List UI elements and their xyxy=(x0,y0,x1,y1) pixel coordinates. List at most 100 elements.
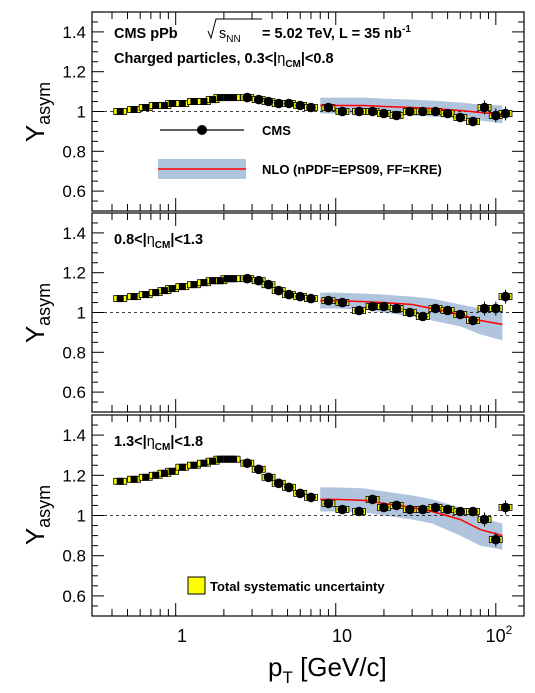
cms-point xyxy=(263,472,274,483)
cms-point xyxy=(479,102,490,113)
cms-point xyxy=(468,116,478,127)
cms-point xyxy=(354,305,364,316)
cms-point xyxy=(323,295,334,306)
cms-point xyxy=(253,275,264,286)
cms-point xyxy=(216,277,224,285)
header-sqrt-s: sNN xyxy=(219,26,241,45)
cms-point xyxy=(468,506,478,517)
cms-point xyxy=(116,477,124,485)
cms-point xyxy=(430,106,441,117)
cms-point xyxy=(223,94,231,102)
cms-point xyxy=(230,94,238,102)
cms-point xyxy=(273,478,284,489)
x-tick-label-1: 1 xyxy=(177,626,187,646)
cms-point xyxy=(455,309,466,320)
cms-point xyxy=(116,108,124,115)
cms-point xyxy=(306,492,316,503)
cms-point xyxy=(168,100,176,107)
cms-point xyxy=(253,464,264,475)
cms-point xyxy=(468,315,478,326)
cms-point xyxy=(323,102,334,113)
cms-point xyxy=(379,301,389,312)
x-tick-label-10: 10 xyxy=(332,626,352,646)
cms-point xyxy=(442,504,453,515)
cms-point xyxy=(216,94,224,102)
y-tick-label: 1.2 xyxy=(62,264,86,283)
cms-point xyxy=(223,275,231,283)
cms-point xyxy=(168,467,176,475)
cms-point xyxy=(491,303,501,314)
cms-point xyxy=(230,275,238,283)
cms-point xyxy=(190,461,198,469)
cms-point xyxy=(337,504,348,515)
cms-point xyxy=(391,110,402,121)
cms-point xyxy=(405,307,415,318)
cms-point xyxy=(367,494,378,505)
cms-point xyxy=(273,98,284,109)
cms-point xyxy=(200,459,208,467)
cms-point xyxy=(391,500,402,511)
cms-point xyxy=(284,289,294,300)
cms-point xyxy=(152,289,160,297)
cms-point xyxy=(430,303,441,314)
cms-point xyxy=(491,534,501,545)
cms-point xyxy=(116,295,124,303)
y-tick-label: 0.8 xyxy=(62,343,86,362)
cms-point xyxy=(263,279,274,290)
cms-point xyxy=(209,96,217,104)
panel-label-top: Charged particles, 0.3<|ηCM|<0.8 xyxy=(114,51,334,70)
cms-point xyxy=(160,102,168,109)
cms-point xyxy=(284,482,294,493)
panel-label-middle: 0.8<|ηCM|<1.3 xyxy=(114,232,203,251)
cms-point xyxy=(491,110,501,121)
cms-point xyxy=(479,303,490,314)
y-tick-label: 1 xyxy=(77,507,86,526)
cms-point xyxy=(500,291,511,302)
cms-point xyxy=(130,106,138,113)
legend-nlo: NLO (nPDF=EPS09, FF=KRE) xyxy=(158,159,442,179)
cms-point xyxy=(379,108,389,119)
y-tick-label: 0.8 xyxy=(62,547,86,566)
cms-point xyxy=(142,473,150,481)
cms-point xyxy=(405,106,415,117)
cms-point xyxy=(295,291,306,302)
cms-point xyxy=(160,287,168,295)
cms-point xyxy=(295,100,306,111)
cms-point xyxy=(209,277,217,285)
cms-point xyxy=(354,506,364,517)
sqrt-symbol xyxy=(207,18,262,40)
cms-point xyxy=(242,273,253,284)
cms-point xyxy=(130,293,138,301)
cms-point xyxy=(455,506,466,517)
cms-point xyxy=(152,471,160,479)
cms-point xyxy=(455,112,466,123)
cms-point xyxy=(160,469,168,477)
cms-point xyxy=(500,108,511,119)
header-energy-lumi: = 5.02 TeV, L = 35 nb-1 xyxy=(262,24,411,42)
cms-point xyxy=(152,102,160,109)
cms-point xyxy=(209,457,217,465)
cms-point xyxy=(418,504,428,515)
cms-point xyxy=(142,291,150,299)
cms-point xyxy=(405,504,415,515)
y-tick-label: 1.2 xyxy=(62,466,86,485)
cms-point xyxy=(142,104,150,111)
cms-point xyxy=(430,502,441,513)
cms-point xyxy=(323,498,334,509)
cms-point xyxy=(367,301,378,312)
cms-point xyxy=(442,108,453,119)
cms-point xyxy=(178,100,186,107)
y-tick-label: 0.6 xyxy=(62,587,86,606)
y-tick-label: 1 xyxy=(77,304,86,323)
cms-point xyxy=(253,94,264,105)
legend-nlo-label: NLO (nPDF=EPS09, FF=KRE) xyxy=(262,162,442,177)
legend-cms: CMS xyxy=(160,123,291,138)
cms-point xyxy=(190,281,198,289)
y-tick-label: 1.4 xyxy=(62,23,86,42)
nlo-band xyxy=(320,487,503,550)
cms-point xyxy=(367,106,378,117)
cms-point xyxy=(190,98,198,105)
y-tick-label: 0.6 xyxy=(62,182,86,201)
panel-bottom: 0.6 0.8 1 1.2 1.4 xyxy=(62,414,524,617)
cms-point xyxy=(295,488,306,499)
